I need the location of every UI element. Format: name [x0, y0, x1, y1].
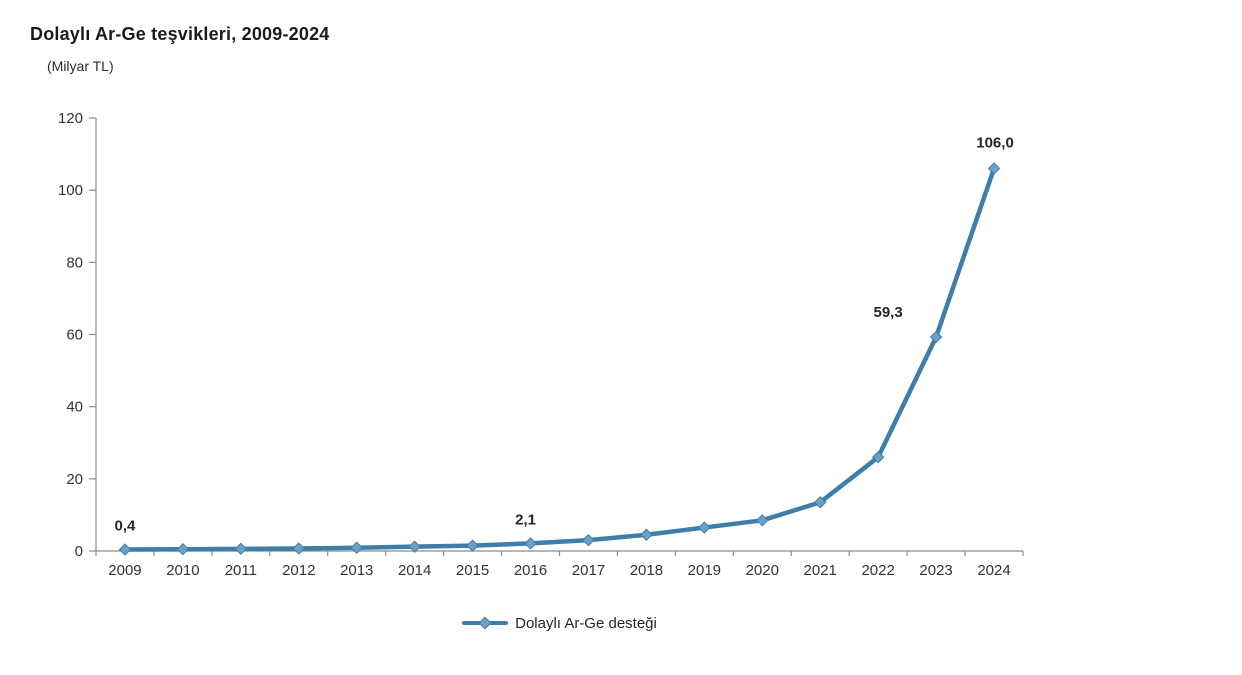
data-point-marker: [408, 540, 421, 553]
x-tick-label: 2023: [919, 562, 952, 579]
x-tick-label: 2015: [456, 562, 489, 579]
y-tick-label: 40: [66, 399, 83, 416]
data-point-marker: [987, 162, 1001, 175]
data-point-marker: [292, 542, 305, 555]
chart-subtitle: (Milyar TL): [47, 58, 114, 74]
data-point-label: 59,3: [873, 304, 902, 321]
x-tick-label: 2011: [225, 562, 257, 579]
chart-legend: Dolaylı Ar-Ge desteği: [96, 612, 1023, 634]
chart-title: Dolaylı Ar-Ge teşvikleri, 2009-2024: [30, 24, 330, 44]
x-tick-label: 2017: [572, 562, 605, 579]
data-point-marker: [929, 330, 943, 344]
data-point-marker: [118, 543, 132, 556]
data-point-marker: [234, 542, 248, 556]
data-point-marker: [814, 496, 827, 509]
x-tick-label: 2024: [977, 562, 1010, 579]
y-tick-label: 80: [66, 254, 83, 271]
x-tick-label: 2016: [514, 562, 547, 579]
x-tick-label: 2010: [166, 562, 199, 579]
data-point-label: 2,1: [515, 511, 536, 528]
series-line: [122, 166, 997, 552]
data-point-label: 106,0: [976, 135, 1014, 152]
x-tick-label: 2018: [630, 562, 663, 579]
legend-series-label: Dolaylı Ar-Ge desteği: [515, 614, 657, 632]
data-point-marker: [350, 541, 363, 554]
data-point-marker: [698, 521, 711, 534]
data-point-label: 0,4: [115, 518, 137, 535]
x-tick-label: 2014: [398, 562, 431, 579]
data-point-marker: [176, 542, 190, 556]
x-tick-label: 2009: [108, 562, 141, 579]
y-tick-label: 20: [66, 471, 83, 488]
data-point-marker: [466, 539, 479, 552]
y-tick-label: 120: [58, 110, 83, 127]
y-tick-label: 100: [58, 182, 83, 199]
legend-diamond-icon: [478, 616, 492, 630]
legend-line-sample: [462, 616, 509, 630]
data-point-marker: [640, 528, 653, 541]
x-tick-label: 2013: [340, 562, 373, 579]
y-tick-label: 0: [75, 543, 83, 560]
data-point-marker: [871, 450, 885, 464]
x-tick-label: 2022: [861, 562, 894, 579]
x-tick-label: 2021: [804, 562, 837, 579]
x-tick-label: 2012: [282, 562, 315, 579]
data-point-marker: [582, 533, 595, 547]
x-tick-label: 2019: [688, 562, 721, 579]
data-point-marker: [756, 514, 769, 527]
data-point-marker: [524, 537, 537, 550]
x-tick-label: 2020: [746, 562, 779, 579]
y-tick-label: 60: [66, 327, 83, 344]
